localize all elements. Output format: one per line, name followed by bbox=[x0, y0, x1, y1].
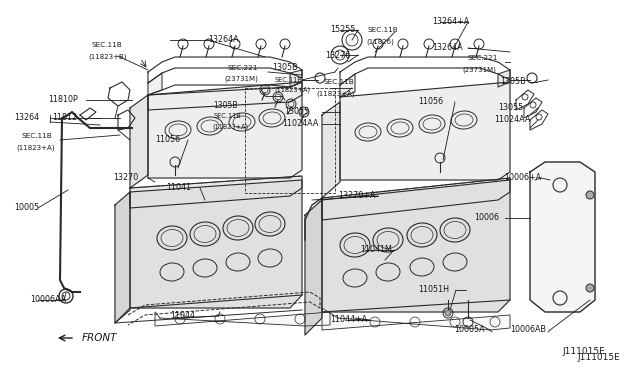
Circle shape bbox=[586, 191, 594, 199]
Text: SEC.11B: SEC.11B bbox=[22, 133, 52, 139]
Polygon shape bbox=[322, 102, 340, 198]
Text: (11823+A): (11823+A) bbox=[274, 87, 310, 93]
Polygon shape bbox=[322, 178, 510, 220]
Text: 13264: 13264 bbox=[14, 113, 39, 122]
Text: 11044+A: 11044+A bbox=[330, 315, 367, 324]
Text: J111015E: J111015E bbox=[563, 347, 605, 356]
Text: 10006: 10006 bbox=[474, 214, 499, 222]
Text: 10006+A: 10006+A bbox=[504, 173, 541, 183]
Text: 11041: 11041 bbox=[166, 183, 191, 192]
Text: SEC.11B: SEC.11B bbox=[275, 77, 303, 83]
Text: 13264A: 13264A bbox=[208, 35, 239, 45]
Polygon shape bbox=[148, 82, 302, 178]
Text: SEC.221: SEC.221 bbox=[228, 65, 259, 71]
Polygon shape bbox=[530, 162, 595, 312]
Text: 11051H: 11051H bbox=[418, 285, 449, 295]
Text: 1305B: 1305B bbox=[500, 77, 525, 87]
Polygon shape bbox=[130, 176, 302, 208]
Text: 10005: 10005 bbox=[14, 203, 39, 212]
Circle shape bbox=[586, 284, 594, 292]
Text: FRONT: FRONT bbox=[82, 333, 118, 343]
Text: 13270: 13270 bbox=[113, 173, 138, 183]
Text: SEC.221: SEC.221 bbox=[468, 55, 499, 61]
Polygon shape bbox=[305, 200, 322, 335]
Text: SEC.11B: SEC.11B bbox=[214, 113, 242, 119]
Polygon shape bbox=[322, 180, 510, 312]
Text: 11024AA: 11024AA bbox=[494, 115, 531, 125]
Polygon shape bbox=[340, 82, 510, 180]
Polygon shape bbox=[290, 70, 302, 87]
Text: 13055: 13055 bbox=[284, 108, 309, 116]
Text: 10005A: 10005A bbox=[454, 326, 484, 334]
Text: 1305B: 1305B bbox=[213, 100, 237, 109]
Polygon shape bbox=[322, 308, 510, 330]
Text: (11823+A): (11823+A) bbox=[212, 124, 248, 130]
Polygon shape bbox=[155, 312, 330, 326]
Polygon shape bbox=[130, 95, 148, 188]
Text: 10006AB: 10006AB bbox=[510, 326, 546, 334]
Text: SEC.11B: SEC.11B bbox=[323, 79, 354, 85]
Polygon shape bbox=[130, 180, 302, 308]
Text: 11056: 11056 bbox=[418, 97, 443, 106]
Text: J111015E: J111015E bbox=[577, 353, 620, 362]
Text: SEC.11B: SEC.11B bbox=[92, 42, 123, 48]
Polygon shape bbox=[498, 70, 510, 87]
Polygon shape bbox=[340, 74, 355, 97]
Text: 11024AA: 11024AA bbox=[282, 119, 318, 128]
Text: (11823+A): (11823+A) bbox=[16, 145, 54, 151]
Text: 13055: 13055 bbox=[498, 103, 524, 112]
Text: (11823+A): (11823+A) bbox=[316, 91, 355, 97]
Text: 11056: 11056 bbox=[155, 135, 180, 144]
Text: 13264A: 13264A bbox=[432, 44, 463, 52]
Text: 10006AA: 10006AA bbox=[30, 295, 67, 305]
Text: (23731M): (23731M) bbox=[224, 76, 258, 82]
Text: 15255: 15255 bbox=[330, 26, 355, 35]
Text: 13276: 13276 bbox=[325, 51, 350, 60]
Text: 13264+A: 13264+A bbox=[432, 17, 469, 26]
Text: 11041M: 11041M bbox=[360, 246, 392, 254]
Bar bbox=[245, 88, 335, 193]
Polygon shape bbox=[115, 192, 130, 323]
Text: 11812: 11812 bbox=[52, 113, 77, 122]
Text: (23731M): (23731M) bbox=[462, 67, 496, 73]
Text: (11823+B): (11823+B) bbox=[88, 54, 127, 60]
Text: SEC.11B: SEC.11B bbox=[368, 27, 399, 33]
Text: 11044: 11044 bbox=[170, 311, 195, 321]
Text: 1305B: 1305B bbox=[272, 64, 298, 73]
Polygon shape bbox=[148, 73, 162, 95]
Text: 11810P: 11810P bbox=[48, 96, 77, 105]
Circle shape bbox=[445, 310, 451, 316]
Text: (11826): (11826) bbox=[366, 39, 394, 45]
Polygon shape bbox=[148, 82, 302, 110]
Text: 13270+A: 13270+A bbox=[338, 192, 376, 201]
